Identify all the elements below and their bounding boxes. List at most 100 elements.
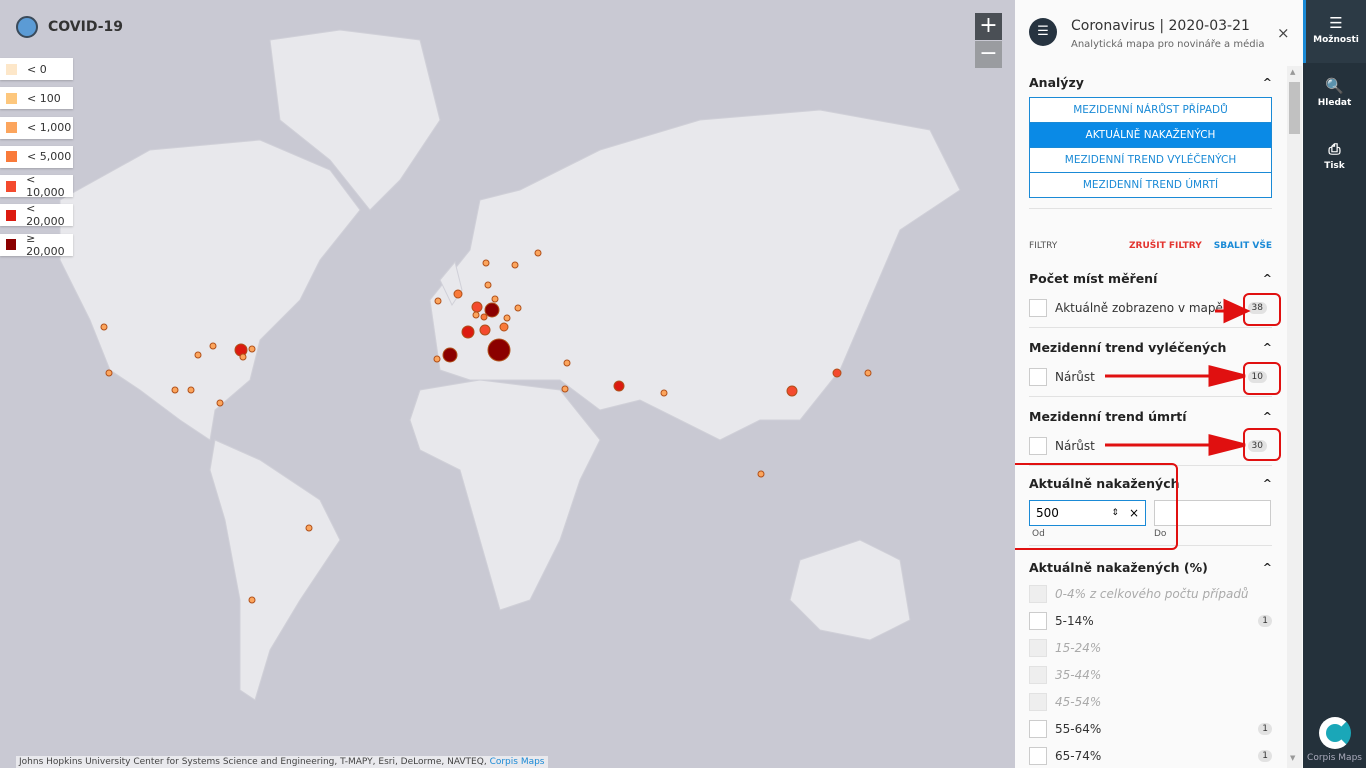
collapse-all-button[interactable]: SBALIT VŠE	[1213, 241, 1272, 251]
case-marker[interactable]	[514, 304, 522, 312]
stepper-icon[interactable]: ⇕	[1111, 508, 1119, 518]
zoom-out-button[interactable]: −	[975, 41, 1002, 68]
filter-section-title: Mezidenní trend vyléčených	[1029, 339, 1227, 355]
case-marker[interactable]	[561, 385, 569, 393]
case-marker[interactable]	[534, 249, 542, 257]
case-marker[interactable]	[194, 351, 202, 359]
sidebar-item-1[interactable]: 🔍 Hledat	[1303, 63, 1366, 126]
case-marker[interactable]	[511, 261, 519, 269]
case-marker[interactable]	[239, 353, 247, 361]
legend-item: < 0	[0, 58, 73, 80]
analysis-button[interactable]: MEZIDENNÍ NÁRŮST PŘÍPADŮ	[1029, 97, 1272, 123]
filter-section-header[interactable]: Mezidenní trend vyléčených ^	[1029, 336, 1272, 358]
case-marker[interactable]	[453, 289, 463, 299]
case-marker[interactable]	[305, 524, 313, 532]
annotation-arrows	[1105, 298, 1251, 456]
range-header[interactable]: Aktuálně nakažených ^	[1029, 472, 1272, 494]
percent-option[interactable]: 55-64% 1	[1029, 715, 1272, 742]
case-marker[interactable]	[484, 281, 492, 289]
case-marker[interactable]	[216, 399, 224, 407]
clear-filters-button[interactable]: ZRUŠIT FILTRY	[1129, 241, 1202, 251]
percent-option-label: 0-4% z celkového počtu případů	[1055, 586, 1249, 601]
case-marker[interactable]	[499, 322, 509, 332]
filter-option[interactable]: Nárůst 10	[1029, 363, 1272, 390]
analysis-button[interactable]: AKTUÁLNĚ NAKAŽENÝCH	[1029, 122, 1272, 148]
case-marker[interactable]	[563, 359, 571, 367]
case-marker[interactable]	[105, 369, 113, 377]
case-marker[interactable]	[171, 386, 179, 394]
checkbox[interactable]	[1029, 367, 1047, 386]
case-marker[interactable]	[434, 297, 442, 305]
case-marker[interactable]	[442, 347, 458, 363]
case-marker[interactable]	[491, 295, 499, 303]
close-button[interactable]: ×	[1277, 24, 1290, 42]
percent-option[interactable]: 5-14% 1	[1029, 607, 1272, 634]
case-marker[interactable]	[757, 470, 765, 478]
panel-title: Coronavirus | 2020-03-21	[1071, 18, 1250, 34]
case-marker[interactable]	[248, 596, 256, 604]
checkbox[interactable]	[1029, 611, 1047, 630]
case-marker[interactable]	[660, 389, 668, 397]
legend-swatch	[6, 92, 17, 104]
filter-option-label: Nárůst	[1055, 369, 1095, 384]
sidebar-item-0[interactable]: ☰ Možnosti	[1303, 0, 1366, 63]
range-to-input[interactable]	[1154, 500, 1271, 526]
zoom-in-button[interactable]: +	[975, 13, 1002, 40]
range-from-value: 500	[1036, 506, 1059, 520]
range-from-input[interactable]: 500 ⇕ ×	[1029, 500, 1146, 526]
options-panel: ☰ Coronavirus | 2020-03-21 Analytická map…	[1015, 0, 1303, 768]
database-icon: ☰	[1329, 14, 1343, 32]
case-marker[interactable]	[209, 342, 217, 350]
case-marker[interactable]	[487, 338, 511, 362]
app-title: COVID-19	[16, 16, 123, 38]
attribution-link[interactable]: Corpis Maps	[489, 757, 545, 767]
case-marker[interactable]	[472, 311, 480, 319]
percent-option: 15-24%	[1029, 634, 1272, 661]
legend-label: < 100	[27, 91, 61, 105]
clear-input-icon[interactable]: ×	[1128, 506, 1139, 520]
filter-section-header[interactable]: Počet míst měření ^	[1029, 267, 1272, 289]
case-marker[interactable]	[187, 386, 195, 394]
count-badge: 1	[1258, 722, 1272, 735]
percent-title: Aktuálně nakažených (%)	[1029, 559, 1208, 575]
checkbox[interactable]	[1029, 436, 1047, 455]
percent-header[interactable]: Aktuálně nakažených (%) ^	[1029, 556, 1272, 578]
case-marker[interactable]	[864, 369, 872, 377]
analysis-button[interactable]: MEZIDENNÍ TREND VYLÉČENÝCH	[1029, 147, 1272, 173]
case-marker[interactable]	[786, 385, 798, 397]
case-marker[interactable]	[832, 368, 842, 378]
case-marker[interactable]	[484, 302, 500, 318]
sidebar-item-2[interactable]: ⎙ Tisk	[1303, 126, 1366, 189]
checkbox[interactable]	[1029, 746, 1047, 765]
case-marker[interactable]	[100, 323, 108, 331]
case-marker[interactable]	[613, 380, 625, 392]
count-badge: 1	[1258, 614, 1272, 627]
scrollbar[interactable]: ▲ ▼	[1287, 66, 1302, 768]
case-marker[interactable]	[482, 259, 490, 267]
case-marker[interactable]	[461, 325, 475, 339]
case-marker[interactable]	[471, 301, 483, 313]
case-marker[interactable]	[433, 355, 441, 363]
checkbox[interactable]	[1029, 298, 1047, 317]
percent-option: 0-4% z celkového počtu případů	[1029, 580, 1272, 607]
checkbox	[1029, 584, 1047, 603]
analysis-button[interactable]: MEZIDENNÍ TREND ÚMRTÍ	[1029, 172, 1272, 198]
legend-item: < 5,000	[0, 145, 73, 168]
checkbox[interactable]	[1029, 719, 1047, 738]
case-marker[interactable]	[479, 324, 491, 336]
filter-option[interactable]: Aktuálně zobrazeno v mapě 38	[1029, 294, 1272, 321]
case-marker[interactable]	[480, 313, 488, 321]
percent-option[interactable]: 65-74% 1	[1029, 742, 1272, 768]
filter-option[interactable]: Nárůst 30	[1029, 432, 1272, 459]
case-markers	[100, 249, 872, 604]
legend-item: < 1,000	[0, 116, 73, 139]
filter-section-header[interactable]: Mezidenní trend úmrtí ^	[1029, 405, 1272, 427]
analyses-header[interactable]: Analýzy ^	[1029, 71, 1272, 93]
checkbox	[1029, 692, 1047, 711]
sidebar-item-label: Tisk	[1324, 161, 1345, 171]
world-map[interactable]: COVID-19 < 0 < 100 < 1,000 < 5,000 < 10,000 <…	[0, 0, 1015, 768]
filters-label: FILTRY	[1029, 241, 1058, 251]
case-marker[interactable]	[503, 314, 511, 322]
case-marker[interactable]	[248, 345, 256, 353]
checkbox	[1029, 665, 1047, 684]
